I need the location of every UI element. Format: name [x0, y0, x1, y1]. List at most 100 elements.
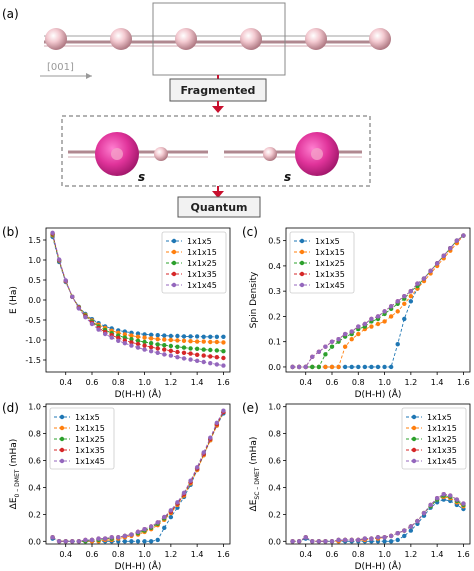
- data-point-1x1x15: [162, 337, 167, 342]
- data-point-1x1x45: [208, 435, 213, 440]
- legend-label-1x1x35: 1x1x35: [315, 270, 345, 279]
- legend-marker-1x1x35: [411, 447, 417, 453]
- data-point-1x1x45: [303, 535, 308, 540]
- data-point-1x1x45: [342, 537, 348, 543]
- data-point-1x1x45: [454, 497, 460, 502]
- legend-label-1x1x15: 1x1x15: [427, 424, 457, 433]
- panel-a-label: (a): [2, 7, 19, 21]
- data-point-1x1x5: [155, 537, 160, 543]
- data-point-1x1x35: [135, 341, 141, 347]
- data-point-1x1x45: [434, 496, 440, 501]
- data-point-1x1x45: [63, 539, 68, 544]
- data-point-1x1x5: [162, 333, 167, 338]
- x-tick-label: 1.0: [378, 550, 391, 559]
- data-point-1x1x25: [208, 347, 213, 353]
- data-point-1x1x45: [83, 315, 88, 320]
- data-point-1x1x5: [369, 364, 374, 370]
- data-point-1x1x45: [96, 327, 101, 332]
- data-point-1x1x45: [310, 539, 315, 544]
- data-point-1x1x25: [188, 346, 193, 351]
- data-point-1x1x45: [362, 536, 368, 541]
- data-point-1x1x45: [214, 420, 220, 426]
- legend-marker-1x1x15: [299, 249, 305, 255]
- data-point-1x1x35: [181, 350, 187, 355]
- series-line-1x1x25: [292, 235, 464, 368]
- y-tick-label: 0.5: [28, 276, 41, 285]
- data-point-1x1x45: [168, 353, 174, 358]
- x-axis-label: D(H-H) (Å): [355, 560, 402, 571]
- data-point-1x1x5: [408, 528, 414, 533]
- legend-label-1x1x25: 1x1x25: [75, 435, 105, 444]
- data-point-1x1x45: [214, 362, 220, 367]
- data-point-1x1x25: [142, 339, 147, 345]
- data-point-1x1x45: [441, 491, 446, 497]
- data-point-1x1x45: [221, 363, 226, 368]
- data-point-1x1x45: [175, 355, 180, 360]
- data-point-1x1x5: [402, 533, 407, 539]
- legend-marker-1x1x25: [299, 260, 305, 266]
- data-point-1x1x45: [50, 230, 55, 235]
- chart-panel-b: (b) 0.4 0.6 0.8 1.0 1.2 1.4 1.6 1.5 1.0 0.5 0.0 -0.5…: [2, 225, 231, 400]
- x-tick-label: 1.6: [457, 378, 470, 387]
- data-point-1x1x5: [175, 333, 180, 339]
- legend-marker-1x1x15: [171, 249, 177, 255]
- data-point-1x1x15: [402, 301, 407, 306]
- data-point-1x1x35: [168, 348, 174, 353]
- flow-arrow-2-head: [212, 106, 224, 113]
- data-point-1x1x5: [148, 332, 154, 337]
- chain-atom-3: [175, 28, 197, 50]
- chain-atom-4: [240, 28, 262, 50]
- series-line-1x1x45: [292, 493, 464, 542]
- data-point-1x1x15: [408, 294, 414, 299]
- data-point-1x1x5: [382, 539, 387, 544]
- data-point-1x1x45: [290, 539, 295, 544]
- data-point-1x1x45: [375, 314, 381, 319]
- data-point-1x1x45: [89, 537, 95, 543]
- x-tick-label: 1.4: [431, 550, 444, 559]
- x-tick-label: 0.6: [86, 550, 99, 559]
- data-point-1x1x45: [116, 338, 121, 343]
- data-point-1x1x5: [129, 539, 134, 544]
- data-point-1x1x45: [194, 465, 200, 470]
- data-point-1x1x45: [388, 304, 394, 309]
- fragmented-label: Fragmented: [181, 84, 256, 97]
- data-point-1x1x45: [76, 306, 82, 311]
- data-point-1x1x5: [142, 539, 147, 544]
- legend-label-1x1x45: 1x1x45: [187, 281, 217, 290]
- data-point-1x1x35: [175, 349, 180, 355]
- data-point-1x1x35: [214, 355, 220, 360]
- series-line-1x1x45: [52, 232, 224, 367]
- data-point-1x1x45: [395, 299, 400, 304]
- data-point-1x1x45: [349, 537, 354, 543]
- data-point-1x1x15: [336, 364, 341, 370]
- legend-label-1x1x5: 1x1x5: [187, 237, 212, 246]
- data-point-1x1x45: [116, 535, 121, 540]
- data-point-1x1x45: [441, 253, 446, 258]
- y-tick-label: 0.0: [268, 537, 281, 546]
- data-point-1x1x35: [142, 343, 147, 348]
- s-label-right: s: [284, 170, 291, 184]
- data-point-1x1x25: [162, 343, 167, 348]
- data-point-1x1x5: [356, 364, 361, 370]
- data-point-1x1x25: [168, 343, 174, 349]
- data-point-1x1x25: [155, 342, 160, 347]
- legend-marker-1x1x5: [411, 414, 417, 420]
- data-point-1x1x45: [329, 339, 335, 344]
- legend-marker-1x1x25: [411, 436, 417, 442]
- x-tick-label: 0.8: [112, 550, 125, 559]
- panel-label-b: (b): [2, 225, 19, 239]
- data-point-1x1x45: [448, 246, 453, 251]
- y-tick-label: 0.2: [268, 312, 281, 321]
- data-point-1x1x25: [310, 364, 315, 370]
- data-point-1x1x25: [148, 341, 154, 346]
- data-point-1x1x5: [135, 539, 141, 544]
- legend-label-1x1x35: 1x1x35: [75, 446, 105, 455]
- data-point-1x1x15: [135, 334, 141, 339]
- data-point-1x1x45: [421, 276, 427, 281]
- data-point-1x1x45: [454, 238, 460, 243]
- data-point-1x1x45: [102, 536, 108, 541]
- data-point-1x1x15: [148, 336, 154, 341]
- legend-marker-1x1x5: [59, 414, 65, 420]
- data-point-1x1x45: [208, 361, 213, 366]
- left-fragment-small-atom: [154, 147, 168, 161]
